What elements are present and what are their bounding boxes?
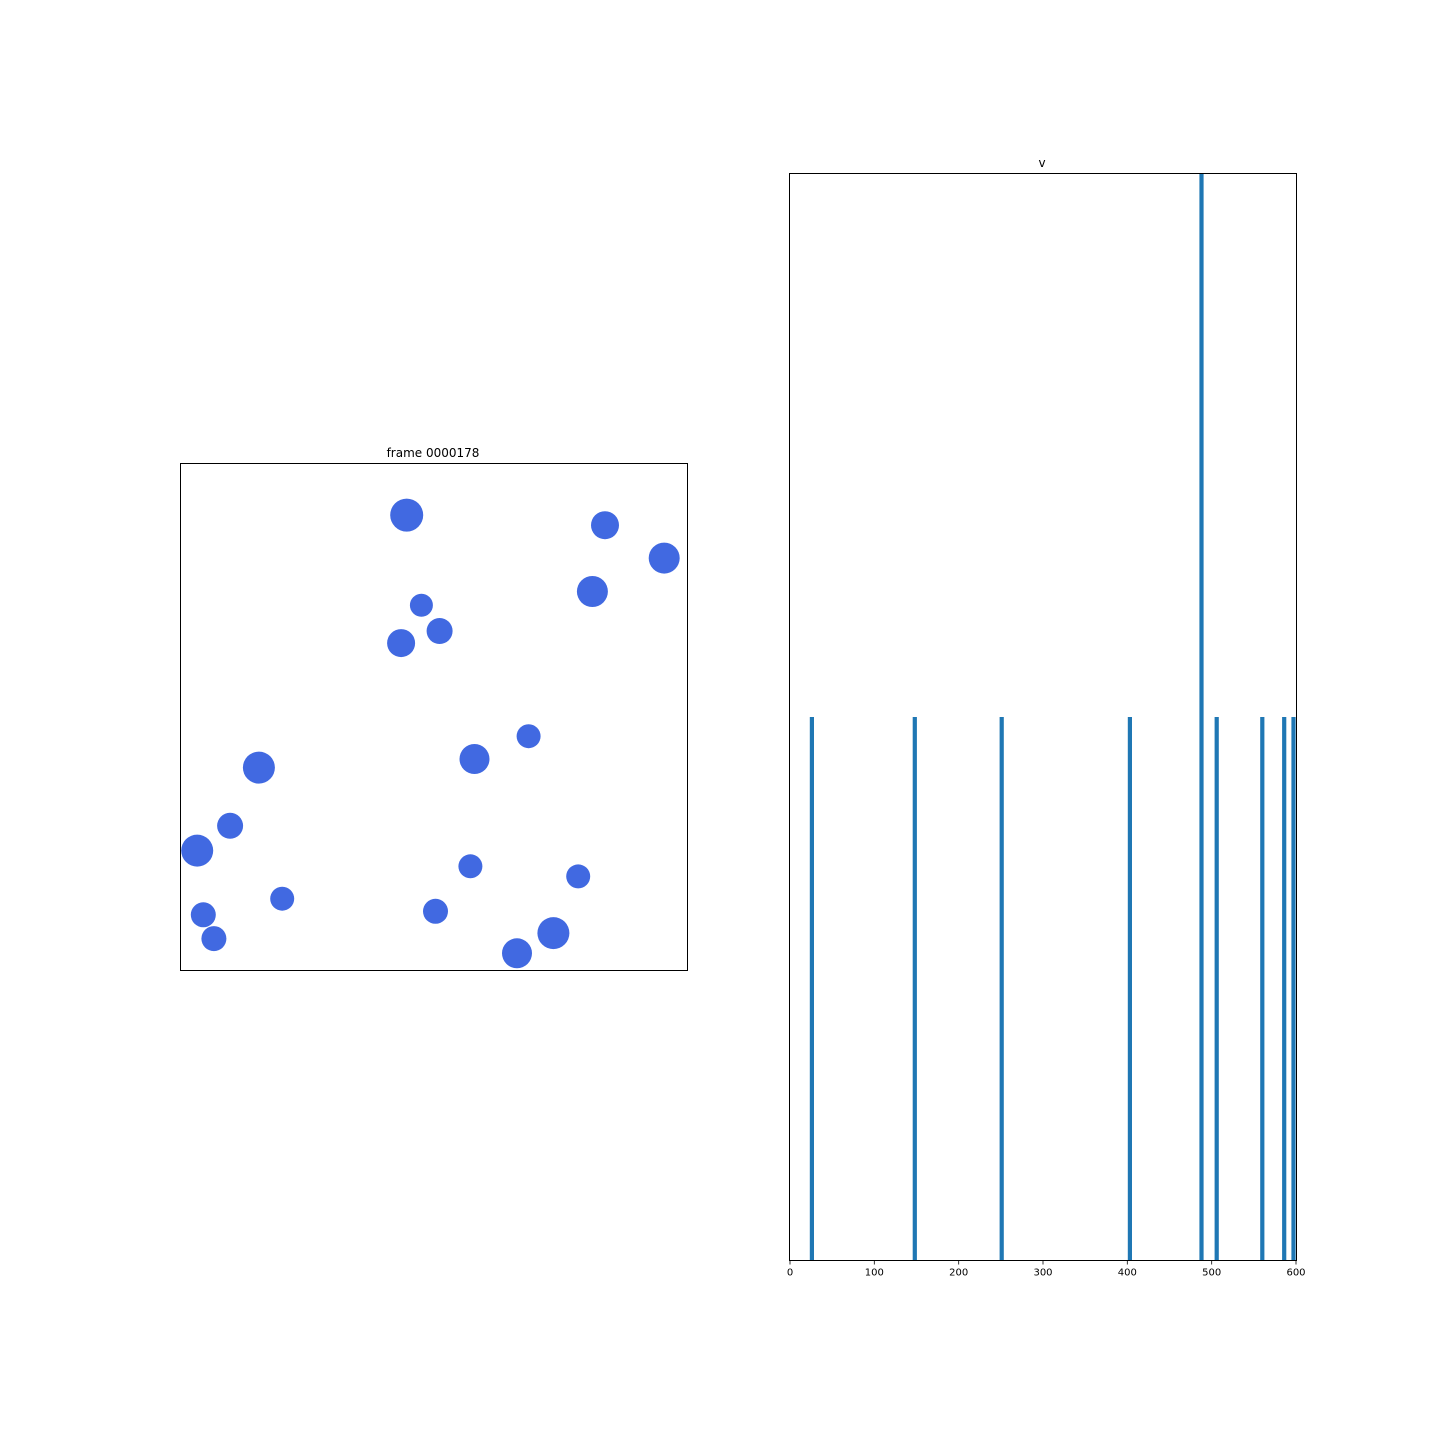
scatter-points — [181, 498, 680, 969]
scatter-point-12 — [458, 854, 483, 879]
bar-x-ticks: 0 100 200 300 400 500 600 — [787, 1260, 1306, 1279]
x-tick-label-0: 0 — [787, 1268, 793, 1279]
x-tick-label-5: 500 — [1202, 1268, 1221, 1279]
scatter-point-19 — [502, 938, 532, 969]
scatter-point-17 — [537, 917, 570, 950]
scatter-point-8 — [459, 744, 490, 774]
x-tick-label-2: 200 — [949, 1268, 968, 1279]
x-tick-label-4: 400 — [1118, 1268, 1137, 1279]
x-tick-label-6: 600 — [1286, 1268, 1305, 1279]
scatter-point-14 — [270, 886, 295, 911]
x-tick-label-3: 300 — [1033, 1268, 1052, 1279]
bar-panel: v 0 100 200 300 400 500 600 — [787, 156, 1306, 1279]
scatter-point-4 — [409, 593, 433, 617]
scatter-point-13 — [566, 864, 591, 889]
x-tick-label-1: 100 — [865, 1268, 884, 1279]
scatter-point-5 — [426, 618, 453, 644]
scatter-point-7 — [516, 724, 541, 749]
bar-6 — [1260, 717, 1265, 1260]
scatter-point-6 — [387, 629, 416, 658]
bar-marks — [809, 174, 1296, 1260]
bar-1 — [912, 717, 917, 1260]
bar-8 — [1291, 717, 1296, 1260]
scatter-point-3 — [576, 576, 608, 607]
scatter-panel: frame 0000178 — [180, 446, 688, 971]
scatter-point-9 — [242, 751, 275, 784]
bar-0 — [809, 717, 814, 1260]
bar-axes-frame — [789, 173, 1297, 1261]
bar-5 — [1214, 717, 1219, 1260]
scatter-title: frame 0000178 — [387, 446, 480, 460]
scatter-point-16 — [423, 898, 448, 924]
bar-3 — [1127, 717, 1132, 1260]
scatter-point-0 — [390, 498, 424, 532]
scatter-point-2 — [648, 542, 680, 574]
scatter-point-10 — [217, 812, 244, 839]
scatter-point-15 — [190, 902, 216, 928]
scatter-axes-frame — [180, 463, 688, 971]
bar-2 — [999, 717, 1004, 1260]
bar-4 — [1199, 174, 1204, 1260]
scatter-point-1 — [591, 511, 619, 540]
bar-7 — [1282, 717, 1287, 1260]
scatter-point-11 — [181, 834, 214, 867]
bar-title: v — [1038, 156, 1045, 170]
scatter-point-18 — [201, 926, 227, 952]
